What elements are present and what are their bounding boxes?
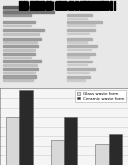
Bar [110,0,111,10]
Bar [111,0,112,10]
Bar [49,0,50,10]
Bar [64,117,77,165]
Bar [70,0,71,10]
Bar [3,33,39,35]
Bar [67,72,89,73]
Bar [3,37,41,40]
Bar [67,18,87,19]
Bar [80,0,81,10]
Bar [65,0,66,10]
Bar [90,0,91,10]
Bar [26,0,27,10]
Bar [114,0,115,10]
Bar [3,57,31,58]
Legend: Glass waste form, Ceramic waste form: Glass waste form, Ceramic waste form [75,90,126,102]
Bar [37,0,38,10]
Bar [51,140,64,165]
Bar [67,49,91,50]
Bar [43,0,44,10]
Bar [67,8,99,10]
Bar [3,25,31,26]
Bar [67,53,95,55]
Bar [56,0,57,10]
Bar [102,0,103,10]
Bar [87,0,88,10]
Bar [67,24,95,26]
Bar [67,21,102,23]
Bar [107,0,108,10]
Bar [46,0,48,10]
Bar [67,45,97,47]
Bar [88,0,89,10]
Bar [3,49,35,51]
Bar [84,0,85,10]
Bar [3,29,44,31]
Bar [67,33,89,34]
Bar [77,0,78,10]
Bar [38,0,39,10]
Bar [3,14,31,16]
Bar [59,0,61,10]
Bar [40,0,41,10]
Bar [96,0,97,10]
Bar [94,0,95,10]
Bar [3,8,38,10]
Bar [95,144,109,165]
Bar [3,64,37,66]
Bar [98,0,99,10]
Bar [3,41,37,43]
Bar [101,0,102,10]
Bar [85,0,87,10]
Bar [30,0,31,10]
Bar [67,61,92,62]
Bar [67,29,95,31]
Bar [3,6,47,8]
Bar [69,0,70,10]
Bar [42,0,43,10]
Bar [67,38,92,40]
Bar [100,0,101,10]
Bar [67,14,92,16]
Bar [19,90,33,165]
Bar [35,0,36,10]
Bar [3,75,36,78]
Bar [67,64,87,65]
Bar [3,53,35,55]
Bar [109,134,122,165]
Bar [75,0,76,10]
Bar [3,21,35,23]
Bar [50,0,51,10]
Bar [3,45,38,47]
Bar [21,0,23,10]
Bar [67,76,90,78]
Bar [34,0,35,10]
Bar [6,117,19,165]
Bar [67,56,89,58]
Bar [23,0,24,10]
Bar [67,68,95,70]
Bar [19,0,20,10]
Bar [58,0,59,10]
Bar [105,0,106,10]
Bar [82,0,84,10]
Bar [24,0,25,10]
Bar [3,79,33,81]
Bar [3,72,35,73]
Bar [92,0,93,10]
Bar [72,0,73,10]
Bar [53,0,54,10]
Bar [3,11,54,14]
Bar [62,0,63,10]
Bar [67,41,87,43]
Bar [3,68,38,70]
Bar [67,79,85,81]
Bar [31,0,32,10]
Bar [3,60,41,62]
